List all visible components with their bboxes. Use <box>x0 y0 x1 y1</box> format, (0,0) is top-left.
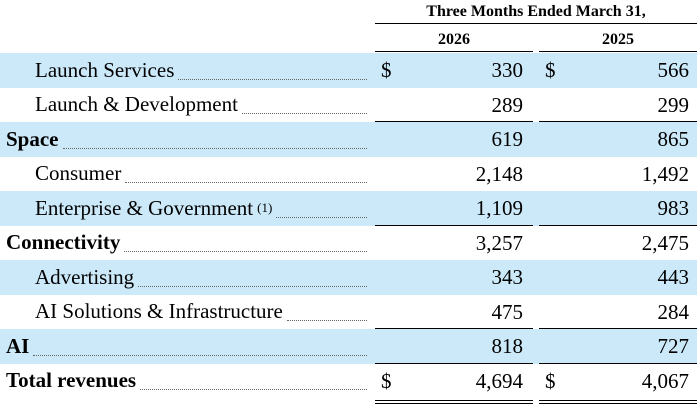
footnote-marker: (1) <box>257 200 273 216</box>
value-2025: 566 <box>657 58 690 82</box>
table-row: Launch Services $ 330 $ 566 <box>0 53 697 88</box>
table-row: AI Solutions & Infrastructure 475 284 <box>0 295 697 330</box>
value-2025: 983 <box>657 196 690 220</box>
value-2026: 619 <box>491 127 524 151</box>
value-2026: 4,694 <box>475 368 523 393</box>
table-row: Total revenues $ 4,694 $ 4,067 <box>0 364 697 404</box>
row-label: Advertising <box>35 260 370 295</box>
table-row: Enterprise & Government (1) 1,109 983 <box>0 191 697 226</box>
table-row: Launch & Development 289 299 <box>0 88 697 123</box>
row-label: AI Solutions & Infrastructure <box>35 295 370 330</box>
value-2025: 2,475 <box>641 230 689 255</box>
value-2025: 299 <box>657 92 690 117</box>
row-label: Consumer <box>35 157 370 192</box>
row-label: Total revenues <box>6 364 370 399</box>
value-2026: 289 <box>491 92 524 117</box>
value-2025: 443 <box>657 265 690 289</box>
value-2025: 4,067 <box>641 368 689 393</box>
value-2026: 1,109 <box>475 196 523 220</box>
value-2026: 818 <box>491 334 524 358</box>
period-header: Three Months Ended March 31, <box>375 2 697 24</box>
currency-symbol: $ <box>545 58 556 82</box>
row-label: Space <box>6 122 370 157</box>
value-2026: 330 <box>491 58 524 82</box>
currency-symbol: $ <box>381 368 392 393</box>
table-row: Connectivity 3,257 2,475 <box>0 226 697 261</box>
currency-symbol: $ <box>381 58 392 82</box>
value-2025: 865 <box>657 127 690 151</box>
table-row: Consumer 2,148 1,492 <box>0 157 697 192</box>
row-label: Connectivity <box>6 226 370 261</box>
year-header-2025: 2025 <box>539 30 697 52</box>
value-2025: 1,492 <box>641 161 689 186</box>
row-label: Launch Services <box>35 53 370 88</box>
row-label: Launch & Development <box>35 88 370 123</box>
value-2025: 727 <box>657 334 690 358</box>
row-label: Enterprise & Government (1) <box>35 191 370 226</box>
value-2026: 475 <box>491 299 524 324</box>
value-2025: 284 <box>657 299 690 324</box>
year-header-2026: 2026 <box>375 30 533 52</box>
value-2026: 343 <box>491 265 524 289</box>
row-label: AI <box>6 329 370 364</box>
table-row: Advertising 343 443 <box>0 260 697 295</box>
table-row: Space 619 865 <box>0 122 697 157</box>
value-2026: 2,148 <box>475 161 523 186</box>
value-2026: 3,257 <box>475 230 523 255</box>
table-row: AI 818 727 <box>0 329 697 364</box>
table-body: Launch Services $ 330 $ 566 Launch & Dev… <box>0 53 697 404</box>
currency-symbol: $ <box>545 368 556 393</box>
